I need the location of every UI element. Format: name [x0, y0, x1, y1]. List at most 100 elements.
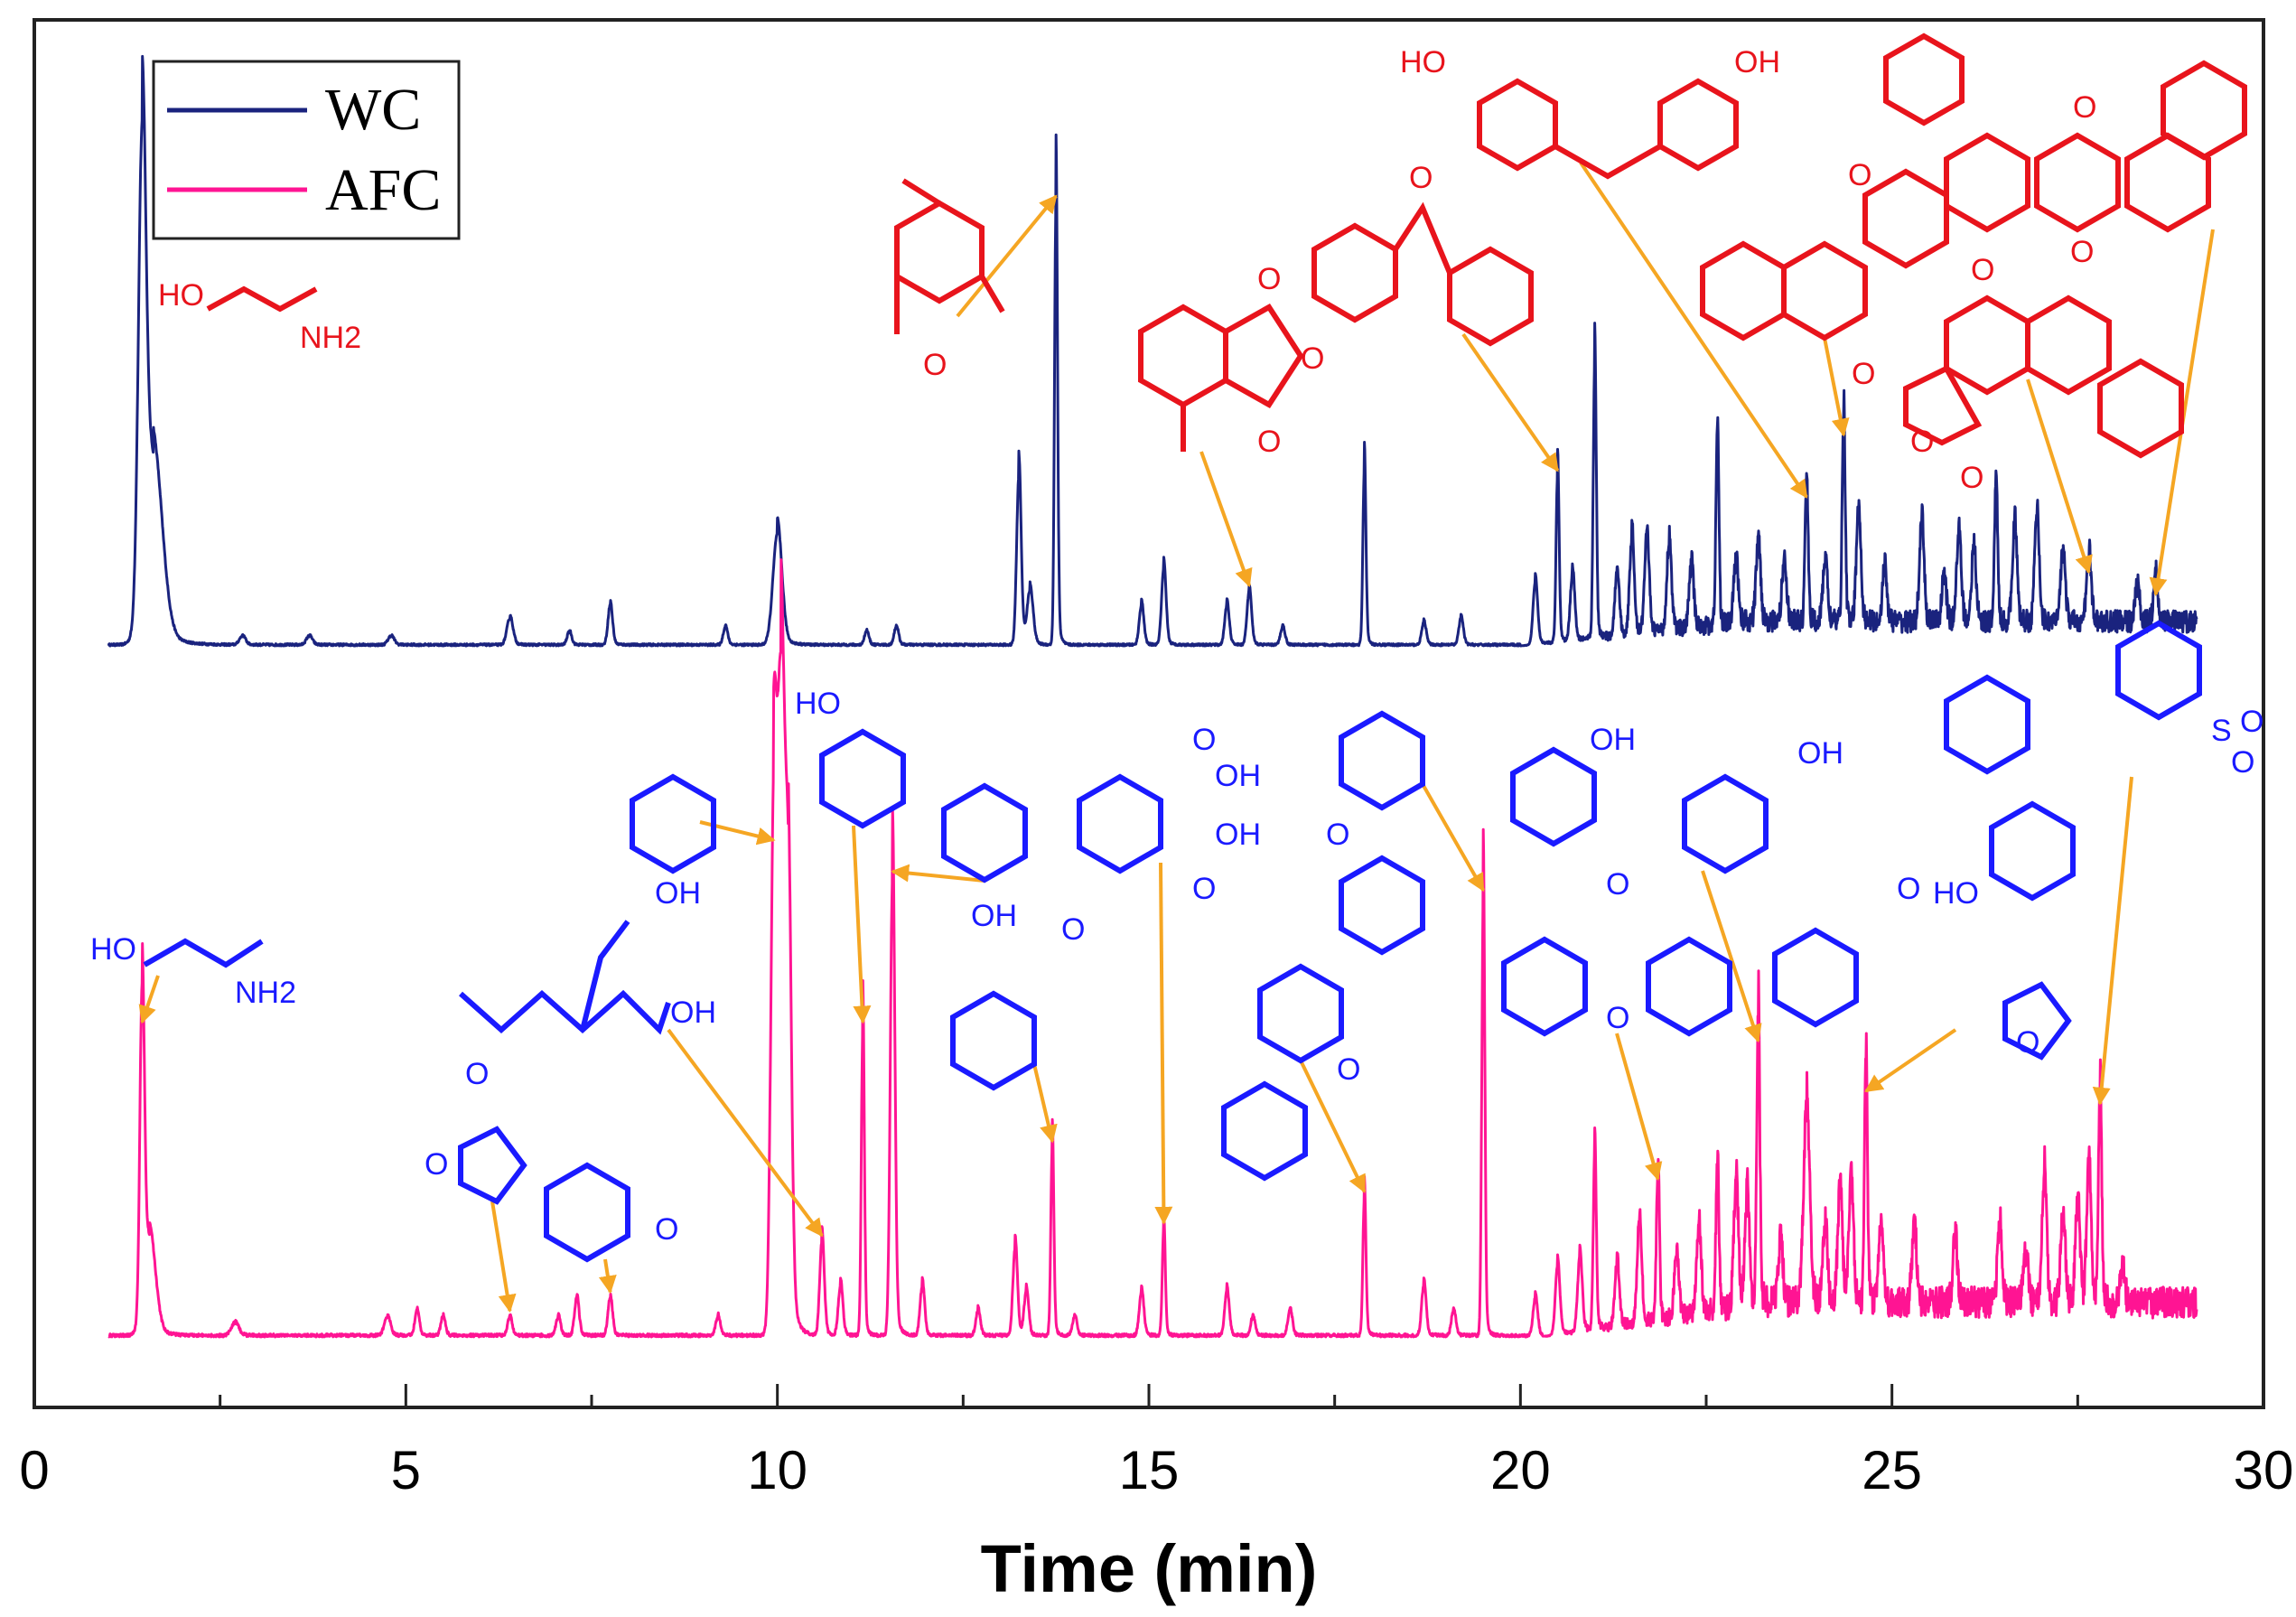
- wc-label-anh-o2: O: [1301, 341, 1324, 376]
- afc-label-pa-o2: O: [1192, 872, 1216, 906]
- afc-label-indanone-o2: O: [2016, 1025, 2039, 1060]
- afc-label-dbf-o: O: [1337, 1052, 1360, 1087]
- wc-structures: [206, 33, 2247, 459]
- wc-chem-labels: HO NH2 O O O O O HO OH O O O O O O O: [158, 45, 2096, 495]
- wc-dimethylbenzaldehyde-methyl-2: [979, 275, 1005, 313]
- wc-arrow-1: [956, 194, 1058, 318]
- afc-benzothiophene-phenol: [1989, 800, 2076, 902]
- afc-label-bt-ho: HO: [1933, 876, 1979, 911]
- afc-benzothiophene-phenyl: [1944, 674, 2030, 775]
- wc-dhdpm-ring-left: [1477, 78, 1558, 172]
- wc-arrow-5: [1823, 337, 1850, 437]
- afc-label-nh2: NH2: [235, 976, 296, 1010]
- wc-label-flavone-o1: O: [1848, 158, 1871, 192]
- afc-arrow-5: [852, 825, 872, 1024]
- afc-label-dmba-o: O: [1061, 912, 1085, 947]
- wc-label-dhdpm-oh: OH: [1734, 45, 1780, 79]
- afc-arrow-1: [490, 1201, 517, 1313]
- legend: WC AFC: [152, 60, 461, 240]
- wc-xanthone-ring-4: [2161, 60, 2247, 161]
- afc-arrow-2: [598, 1258, 617, 1295]
- wc-flavone-phenyl: [1883, 33, 1965, 126]
- wc-arrow-3: [1461, 332, 1560, 472]
- wc-label-dhdpm-ho: HO: [1400, 45, 1446, 79]
- afc-arrow-13: [1864, 1028, 1957, 1093]
- afc-label-pcresol-oh: OH: [971, 899, 1017, 933]
- wc-methylphthalic-anhydride: [1223, 304, 1304, 408]
- afc-label-ocresol-ho: HO: [795, 687, 841, 721]
- wc-xanthone-ring-1: [1944, 132, 2030, 233]
- plot-frame: [33, 18, 2265, 1409]
- afc-label-xanthone-o2: O: [1606, 1001, 1629, 1035]
- x-tick-label: 30: [2234, 1440, 2294, 1500]
- afc-indanone-furan: [2002, 981, 2072, 1061]
- wc-phenanthrene-ring-3: [2097, 358, 2184, 459]
- afc-label-ho: HO: [90, 932, 136, 967]
- x-tick-label: 15: [1119, 1440, 1180, 1500]
- afc-label-dhdpm-oh2: OH: [1797, 736, 1843, 771]
- x-tick-label: 5: [391, 1440, 421, 1500]
- wc-label-nh2: NH2: [300, 321, 361, 355]
- afc-xanthene-ring-2: [1339, 855, 1425, 956]
- wc-dhdpm-ring-right: [1657, 78, 1739, 172]
- wc-dimethylbenzaldehyde-methyl-1: [901, 178, 941, 206]
- afc-xanthone-ring-1: [1501, 936, 1588, 1037]
- legend-label-wc: WC: [325, 77, 421, 143]
- wc-arrow-7: [2149, 229, 2215, 596]
- afc-label-fur-o2: O: [425, 1147, 448, 1182]
- afc-label-ethylhexanol-oh: OH: [670, 995, 716, 1030]
- afc-label-pa-o1: O: [1192, 723, 1216, 757]
- afc-phthalic-ring: [1077, 773, 1163, 874]
- x-tick-label: 25: [1862, 1440, 1922, 1500]
- afc-chem-labels: HO NH2 O O O OH OH HO OH O O OH O OH O O…: [90, 687, 2263, 1247]
- afc-dhdpm-ring-1: [1510, 746, 1597, 847]
- afc-arrow-9: [1299, 1060, 1367, 1193]
- afc-arrow-4: [667, 1028, 824, 1238]
- wc-dimethylbenzaldehyde-ring: [894, 200, 985, 304]
- wc-label-anh-o1: O: [1257, 262, 1281, 296]
- afc-label-fur-o1: O: [465, 1057, 489, 1091]
- afc-label-anisole-o: O: [655, 1212, 678, 1247]
- afc-xanthene-ring-1: [1339, 710, 1425, 811]
- afc-label-xanthone-o1: O: [1606, 867, 1629, 902]
- wc-xanthone-ring-2: [2034, 132, 2121, 233]
- annotation-arrows: [138, 161, 2215, 1313]
- afc-dibenzofuran-ring-2: [1221, 1080, 1308, 1182]
- series-line-afc: [107, 558, 2198, 1339]
- afc-ethylhexanol-branch: [580, 920, 630, 1031]
- wc-flavone-ring-b: [1781, 240, 1868, 341]
- afc-pcresol-ring: [941, 782, 1028, 883]
- afc-aminoethanol-structure: [143, 938, 264, 968]
- x-axis-title: Time (min): [981, 1531, 1318, 1606]
- afc-arrow-0: [138, 975, 160, 1024]
- wc-label-flavone-o2: O: [1971, 253, 1994, 287]
- wc-arrow-6: [2026, 379, 2093, 575]
- afc-dhdpm-ring-2: [1682, 773, 1769, 874]
- wc-aminoethanol-structure: [206, 285, 318, 313]
- afc-arrow-7: [1032, 1063, 1058, 1144]
- wc-xanthone-ring-3: [2124, 132, 2211, 233]
- afc-label-indanone-o1: O: [1897, 872, 1920, 906]
- afc-xanthone-ring-2: [1646, 936, 1732, 1037]
- afc-label-dhdpm-oh1: OH: [1590, 723, 1636, 757]
- wc-label-bx-o1: O: [2073, 90, 2096, 125]
- afc-label-phenol-oh: OH: [655, 876, 701, 911]
- wc-phenanthrene-ring-2: [2025, 294, 2112, 396]
- afc-phenol-ring: [630, 773, 716, 874]
- afc-label-bt-s: S: [2211, 714, 2232, 748]
- afc-benzothiophene-ring: [2115, 620, 2202, 721]
- wc-arrow-2: [1199, 451, 1253, 588]
- wc-label-ho: HO: [158, 278, 204, 313]
- afc-anisole-ring: [544, 1162, 630, 1263]
- legend-label-afc: AFC: [325, 157, 441, 223]
- afc-ocresol-ring: [819, 728, 906, 829]
- afc-label-pa-oh2: OH: [1215, 818, 1261, 852]
- afc-arrow-8: [1154, 862, 1173, 1225]
- series-line-wc: [107, 54, 2198, 648]
- wc-arrow-4: [1579, 161, 1808, 499]
- x-tick-label: 0: [19, 1440, 49, 1500]
- wc-label-pda-o1: O: [1852, 357, 1875, 391]
- afc-indanone-ring: [1772, 927, 1859, 1028]
- afc-label-xanthene-o: O: [1326, 818, 1349, 852]
